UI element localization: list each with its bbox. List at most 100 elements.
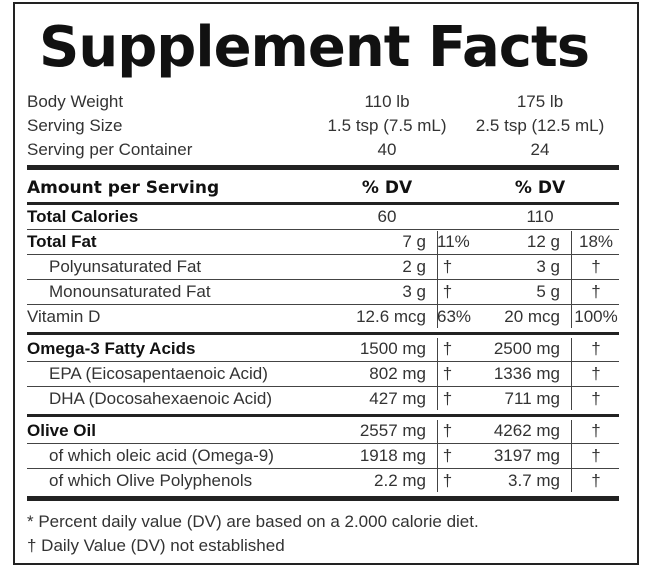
info-label: Serving per Container bbox=[27, 140, 193, 159]
dv-2: † bbox=[591, 339, 601, 358]
divider-thick bbox=[27, 496, 619, 501]
amount-header-row: Amount per Serving % DV % DV bbox=[27, 175, 619, 201]
info-row-servings-per-container: Serving per Container 40 24 bbox=[27, 139, 619, 161]
amount-per-serving-heading: Amount per Serving bbox=[27, 178, 220, 198]
divider-thick bbox=[27, 165, 619, 170]
dv-2: † bbox=[591, 471, 601, 490]
info-row-body-weight: Body Weight 110 lb 175 lb bbox=[27, 91, 619, 113]
amount-1: 1918 mg bbox=[359, 446, 426, 465]
amount-2: 20 mcg bbox=[504, 307, 560, 326]
dv-heading-1: % DV bbox=[361, 178, 413, 198]
amount-2: 12 g bbox=[526, 232, 560, 251]
table-row: Vitamin D 12.6 mcg 63% 20 mcg 100% bbox=[27, 306, 619, 328]
info-value-1: 1.5 tsp (7.5 mL) bbox=[327, 116, 447, 135]
nutrient-name: Total Calories bbox=[27, 207, 139, 226]
amount-2: 3 g bbox=[536, 257, 560, 276]
amount-1: 12.6 mcg bbox=[356, 307, 426, 326]
dv-heading-2: % DV bbox=[514, 178, 566, 198]
row-divider bbox=[27, 229, 619, 230]
dv-1: † bbox=[442, 446, 453, 465]
nutrient-name: of which oleic acid (Omega-9) bbox=[49, 446, 274, 465]
nutrient-name: Olive Oil bbox=[27, 421, 96, 440]
dv-2: 100% bbox=[574, 307, 618, 326]
amount-2: 3.7 mg bbox=[508, 471, 560, 490]
column-separator bbox=[437, 420, 438, 492]
dv-1: 11% bbox=[437, 232, 470, 251]
amount-2: 110 bbox=[526, 207, 554, 226]
label-title: Supplement Facts bbox=[39, 15, 590, 80]
table-row: of which Olive Polyphenols 2.2 mg † 3.7 … bbox=[27, 470, 619, 492]
nutrient-name: Monounsaturated Fat bbox=[49, 282, 211, 301]
row-divider bbox=[27, 443, 619, 444]
amount-1: 60 bbox=[377, 207, 397, 226]
dv-2: 18% bbox=[578, 232, 614, 251]
dv-1: † bbox=[442, 339, 453, 358]
column-separator bbox=[571, 231, 572, 328]
table-row: Omega-3 Fatty Acids 1500 mg † 2500 mg † bbox=[27, 338, 619, 360]
row-divider bbox=[27, 254, 619, 255]
info-label: Serving Size bbox=[27, 116, 123, 135]
dv-1: † bbox=[442, 471, 453, 490]
nutrient-name: Omega-3 Fatty Acids bbox=[27, 339, 196, 358]
dv-2: † bbox=[591, 282, 601, 301]
info-row-serving-size: Serving Size 1.5 tsp (7.5 mL) 2.5 tsp (1… bbox=[27, 115, 619, 137]
amount-2: 3197 mg bbox=[493, 446, 560, 465]
divider-medium bbox=[27, 414, 619, 417]
amount-1: 3 g bbox=[402, 282, 426, 301]
supplement-facts-label: Supplement Facts bbox=[13, 2, 639, 565]
dv-2: † bbox=[591, 446, 601, 465]
table-row: Monounsaturated Fat 3 g † 5 g † bbox=[27, 281, 619, 303]
amount-2: 711 mg bbox=[504, 389, 560, 408]
amount-1: 2.2 mg bbox=[374, 471, 426, 490]
info-value-2: 2.5 tsp (12.5 mL) bbox=[475, 116, 605, 135]
table-row: Olive Oil 2557 mg † 4262 mg † bbox=[27, 420, 619, 442]
table-row: DHA (Docosahexaenoic Acid) 427 mg † 711 … bbox=[27, 388, 619, 410]
info-label: Body Weight bbox=[27, 92, 124, 111]
amount-1: 802 mg bbox=[369, 364, 426, 383]
dv-1: † bbox=[442, 282, 453, 301]
dv-1: † bbox=[442, 389, 453, 408]
column-separator bbox=[571, 338, 572, 410]
dv-2: † bbox=[591, 421, 601, 440]
info-value-2: 175 lb bbox=[516, 92, 564, 111]
info-value-1: 40 bbox=[377, 140, 397, 159]
row-divider bbox=[27, 468, 619, 469]
row-divider bbox=[27, 361, 619, 362]
dv-2: † bbox=[591, 364, 601, 383]
table-row: Total Calories 60 110 bbox=[27, 206, 619, 228]
dv-1: † bbox=[442, 421, 453, 440]
column-separator bbox=[437, 231, 438, 328]
dv-1: † bbox=[442, 257, 453, 276]
amount-2: 2500 mg bbox=[493, 339, 560, 358]
dv-1: 63% bbox=[437, 307, 472, 326]
amount-1: 1500 mg bbox=[359, 339, 426, 358]
table-row: of which oleic acid (Omega-9) 1918 mg † … bbox=[27, 445, 619, 467]
table-row: Polyunsaturated Fat 2 g † 3 g † bbox=[27, 256, 619, 278]
table-row: EPA (Eicosapentaenoic Acid) 802 mg † 133… bbox=[27, 363, 619, 385]
column-separator bbox=[437, 338, 438, 410]
footnote-dv-not-established: † Daily Value (DV) not established bbox=[27, 536, 285, 555]
row-divider bbox=[27, 279, 619, 280]
nutrient-name: Polyunsaturated Fat bbox=[49, 257, 202, 276]
nutrient-name: EPA (Eicosapentaenoic Acid) bbox=[49, 364, 268, 383]
divider-medium bbox=[27, 332, 619, 335]
table-row: Total Fat 7 g 11% 12 g 18% bbox=[27, 231, 619, 253]
footnote-percent-dv: * Percent daily value (DV) are based on … bbox=[27, 512, 479, 531]
info-value-2: 24 bbox=[530, 140, 550, 159]
nutrient-name: Vitamin D bbox=[27, 307, 101, 326]
row-divider bbox=[27, 386, 619, 387]
amount-1: 2557 mg bbox=[359, 421, 426, 440]
nutrient-name: Total Fat bbox=[27, 232, 97, 251]
info-value-1: 110 lb bbox=[364, 92, 410, 111]
amount-2: 4262 mg bbox=[493, 421, 560, 440]
nutrient-name: of which Olive Polyphenols bbox=[49, 471, 253, 490]
dv-2: † bbox=[591, 257, 601, 276]
amount-1: 2 g bbox=[402, 257, 426, 276]
amount-1: 7 g bbox=[402, 232, 426, 251]
column-separator bbox=[571, 420, 572, 492]
dv-1: † bbox=[442, 364, 453, 383]
nutrient-name: DHA (Docosahexaenoic Acid) bbox=[49, 389, 273, 408]
amount-1: 427 mg bbox=[369, 389, 426, 408]
row-divider bbox=[27, 304, 619, 305]
amount-2: 1336 mg bbox=[493, 364, 560, 383]
